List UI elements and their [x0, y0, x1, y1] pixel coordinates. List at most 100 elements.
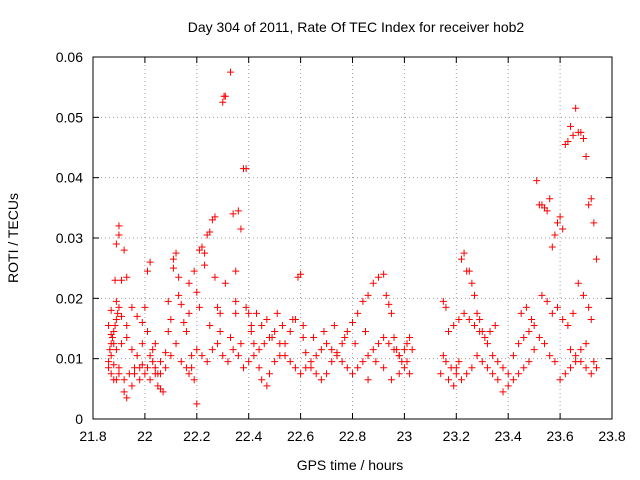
- data-point-marker: [546, 352, 554, 360]
- data-point-marker: [579, 291, 587, 299]
- data-point-marker: [216, 309, 224, 317]
- data-point-marker: [245, 358, 253, 366]
- data-point-marker: [203, 358, 211, 366]
- data-point-marker: [364, 376, 372, 384]
- data-point-marker: [582, 364, 590, 372]
- data-point-marker: [349, 318, 356, 326]
- data-point-marker: [149, 346, 157, 354]
- data-point-marker: [504, 382, 512, 390]
- data-point-marker: [543, 297, 551, 305]
- data-point-marker: [460, 309, 468, 317]
- data-point-marker: [237, 225, 245, 233]
- data-point-marker: [385, 340, 393, 348]
- data-point-marker: [216, 328, 224, 336]
- data-point-marker: [359, 358, 367, 366]
- data-point-marker: [442, 303, 450, 311]
- data-point-marker: [481, 334, 489, 342]
- x-tick-label: 23.6: [546, 428, 573, 444]
- y-tick-label: 0.02: [56, 290, 83, 306]
- data-point-marker: [185, 279, 193, 287]
- data-point-marker: [457, 255, 465, 263]
- data-point-marker: [107, 340, 115, 348]
- data-point-marker: [499, 364, 507, 372]
- data-point-marker: [395, 352, 403, 360]
- data-point-marker: [164, 328, 172, 336]
- data-point-marker: [115, 303, 123, 311]
- data-point-marker: [232, 297, 240, 305]
- data-point-marker: [372, 358, 380, 366]
- data-point-marker: [343, 328, 351, 336]
- data-point-marker: [533, 177, 541, 185]
- data-point-marker: [245, 309, 253, 317]
- data-point-marker: [328, 346, 336, 354]
- data-point-marker: [120, 388, 128, 396]
- data-point-marker: [201, 261, 209, 269]
- data-point-marker: [470, 291, 478, 299]
- data-point-marker: [112, 297, 120, 305]
- data-point-marker: [115, 370, 123, 378]
- data-point-marker: [312, 352, 320, 360]
- x-tick-label: 23.8: [598, 428, 625, 444]
- data-point-marker: [320, 328, 328, 336]
- data-point-marker: [517, 309, 525, 317]
- data-point-marker: [566, 122, 574, 130]
- data-point-marker: [237, 340, 245, 348]
- data-point-marker: [138, 318, 146, 326]
- data-point-marker: [437, 370, 445, 378]
- data-point-marker: [112, 346, 120, 354]
- y-tick-label: 0.04: [56, 170, 83, 186]
- data-point-marker: [234, 207, 242, 215]
- data-point-marker: [219, 352, 227, 360]
- data-point-marker: [247, 328, 255, 336]
- data-point-marker: [341, 334, 349, 342]
- data-point-marker: [299, 321, 307, 329]
- data-point-marker: [133, 352, 141, 360]
- data-point-marker: [118, 312, 126, 320]
- data-point-marker: [190, 376, 198, 384]
- data-point-marker: [561, 370, 569, 378]
- data-point-marker: [491, 321, 499, 329]
- data-point-marker: [310, 334, 318, 342]
- data-point-marker: [445, 376, 453, 384]
- data-point-marker: [338, 358, 346, 366]
- data-point-marker: [115, 364, 123, 372]
- data-point-marker: [380, 334, 388, 342]
- data-point-marker: [400, 346, 408, 354]
- data-point-marker: [125, 370, 133, 378]
- data-point-marker: [291, 364, 299, 372]
- data-point-marker: [167, 352, 175, 360]
- data-point-marker: [359, 297, 367, 305]
- data-point-marker: [112, 315, 120, 323]
- data-point-marker: [177, 358, 185, 366]
- data-point-marker: [554, 303, 562, 311]
- data-point-marker: [247, 321, 255, 329]
- data-point-marker: [110, 361, 118, 369]
- axis-ticks: [92, 56, 613, 420]
- data-point-marker: [592, 364, 600, 372]
- data-point-marker: [302, 364, 310, 372]
- data-point-marker: [530, 321, 538, 329]
- data-point-marker: [369, 346, 377, 354]
- data-point-marker: [483, 340, 491, 348]
- data-point-marker: [546, 195, 554, 203]
- data-point-marker: [302, 349, 310, 357]
- data-point-marker: [468, 364, 476, 372]
- data-point-marker: [172, 340, 180, 348]
- data-point-marker: [286, 328, 294, 336]
- data-point-marker: [349, 370, 356, 378]
- data-point-marker: [587, 370, 595, 378]
- data-point-marker: [387, 376, 395, 384]
- y-axis-label: ROTI / TECUs: [5, 193, 21, 283]
- data-point-marker: [128, 382, 136, 390]
- data-point-marker: [554, 219, 562, 227]
- data-point-marker: [128, 346, 136, 354]
- data-point-marker: [198, 352, 206, 360]
- chart-title: Day 304 of 2011, Rate Of TEC Index for r…: [188, 19, 525, 35]
- data-point-marker: [489, 370, 497, 378]
- data-point-marker: [569, 309, 577, 317]
- data-point-marker: [486, 328, 494, 336]
- data-point-marker: [559, 225, 567, 233]
- data-point-marker: [566, 364, 574, 372]
- data-point-marker: [463, 370, 471, 378]
